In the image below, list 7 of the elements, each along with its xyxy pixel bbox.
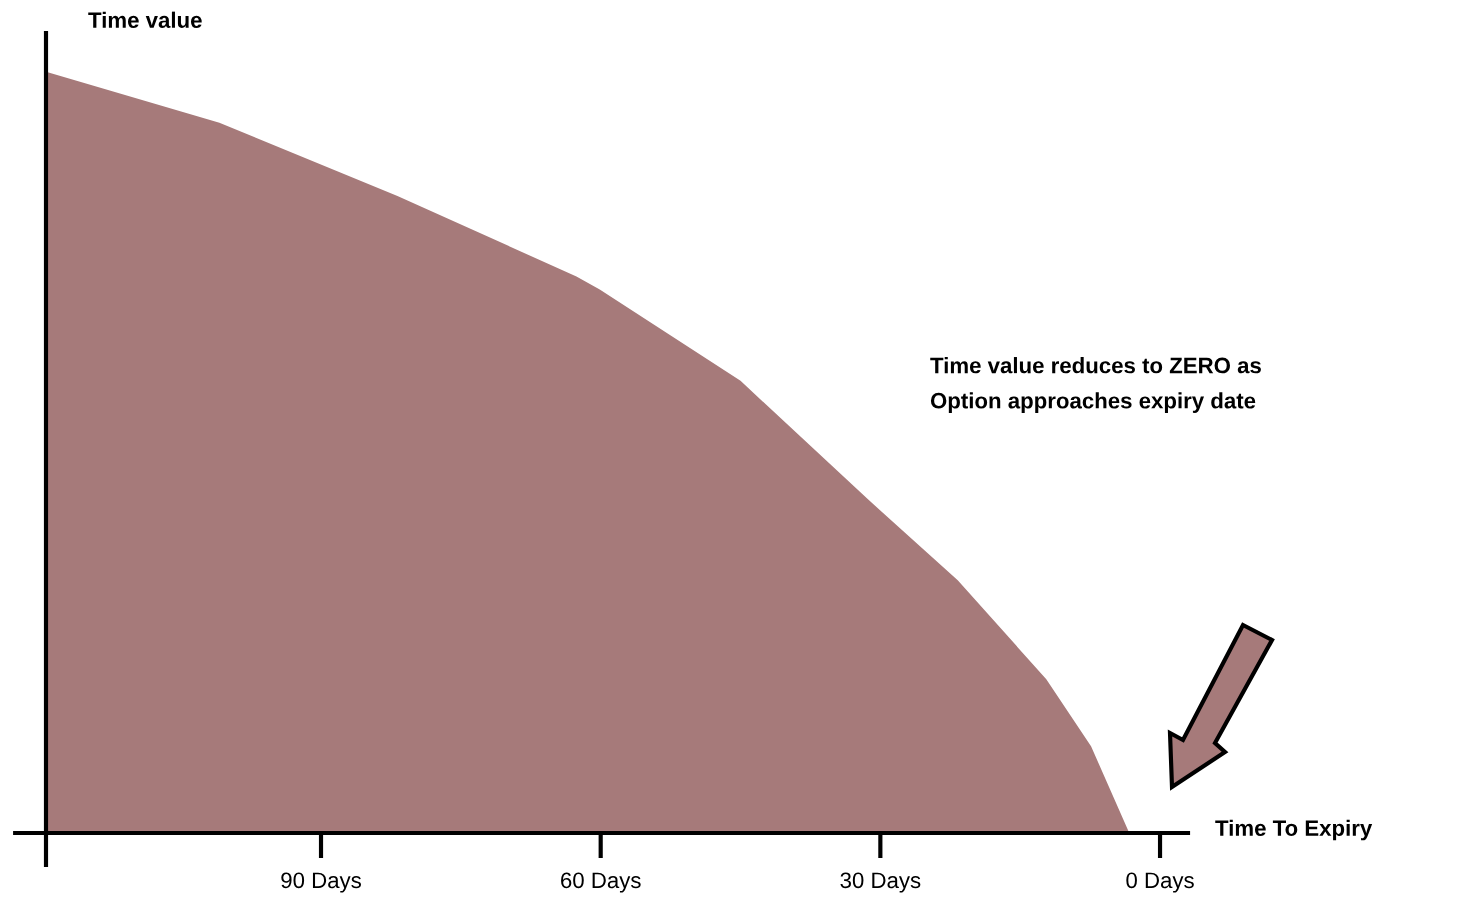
x-tick-label: 30 Days — [840, 872, 921, 893]
x-tick-label: 60 Days — [561, 872, 641, 893]
y-axis-title: Time value — [88, 11, 202, 28]
x-axis-title: Time To Expiry — [1215, 819, 1373, 841]
x-tick-label: 90 Days — [281, 872, 361, 893]
annotation: Time value reduces to ZERO as Option approaches expiry date — [930, 357, 1261, 413]
x-tick-label: 0 Days — [1126, 872, 1194, 893]
